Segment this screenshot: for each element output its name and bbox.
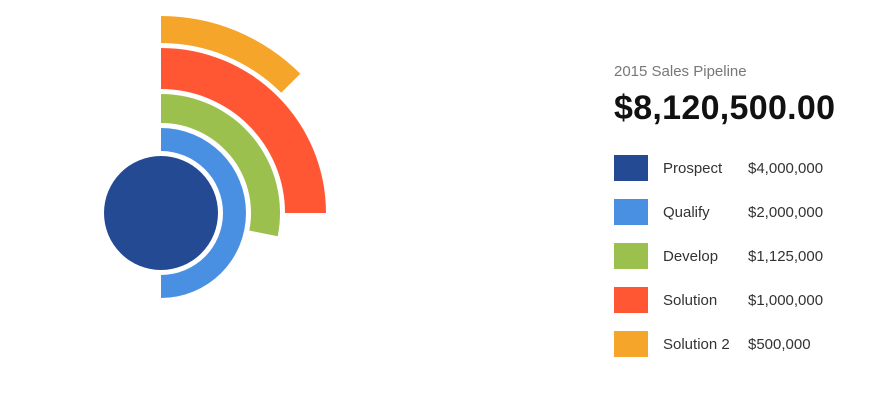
pipeline-total: $8,120,500.00	[614, 89, 836, 127]
legend-value: $1,000,000	[748, 291, 824, 309]
legend-item-develop: Develop $1,125,000	[614, 234, 864, 278]
legend-item-solution-2: Solution 2 $500,000	[614, 322, 864, 366]
legend-value: $4,000,000	[748, 159, 824, 177]
legend-item-qualify: Qualify $2,000,000	[614, 190, 864, 234]
ring-solution-2	[161, 16, 301, 93]
legend-value: $500,000	[748, 335, 811, 353]
legend-value: $2,000,000	[748, 203, 824, 221]
legend-swatch-qualify	[614, 199, 648, 225]
legend-label: Develop	[663, 247, 719, 265]
ring-solution	[161, 48, 326, 213]
legend-item-prospect: Prospect $4,000,000	[614, 146, 864, 190]
legend-value: $1,125,000	[748, 247, 824, 265]
legend-label: Prospect	[663, 159, 723, 177]
radial-pipeline-chart	[104, 16, 326, 298]
legend-label: Solution 2	[663, 335, 730, 353]
legend-swatch-solution-2	[614, 331, 648, 357]
ring-prospect	[104, 156, 218, 270]
legend-label: Qualify	[663, 203, 710, 221]
legend-swatch-develop	[614, 243, 648, 269]
ring-develop	[161, 94, 280, 237]
legend-label: Solution	[663, 291, 718, 309]
legend-item-solution: Solution $1,000,000	[614, 278, 864, 322]
chart-title: 2015 Sales Pipeline	[614, 63, 747, 80]
legend-panel: 2015 Sales Pipeline $8,120,500.00 Prospe…	[614, 60, 864, 366]
legend-swatch-prospect	[614, 155, 648, 181]
ring-qualify	[161, 128, 246, 298]
legend-swatch-solution	[614, 287, 648, 313]
